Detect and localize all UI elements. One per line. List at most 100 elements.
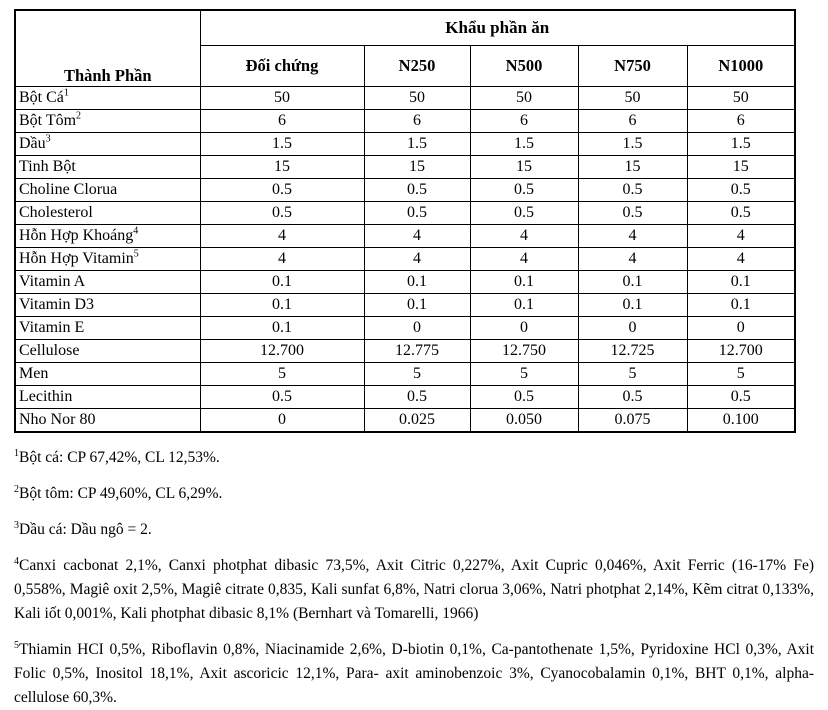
- cell-value: 0.075: [577, 408, 688, 433]
- cell-value: 4: [577, 247, 688, 271]
- table-row: Hỗn Hợp Vitamin5 4 4 4 4 4: [14, 247, 796, 271]
- cell-value: 0.1: [577, 293, 688, 317]
- cell-value: 15: [199, 155, 365, 179]
- row-label: Cholesterol: [14, 201, 201, 225]
- footnote: 1Bột cá: CP 67,42%, CL 12,53%.: [14, 446, 814, 470]
- table-row: Hỗn Hợp Khoáng4 4 4 4 4 4: [14, 224, 796, 248]
- cell-value: 0.1: [686, 293, 796, 317]
- row-label-text: Lecithin: [19, 388, 73, 405]
- table-row: Bột Cá1 50 50 50 50 50: [14, 86, 796, 110]
- footnote-text: Thiamin HCI 0,5%, Riboflavin 0,8%, Niaci…: [14, 641, 814, 706]
- row-label-text: Hỗn Hợp Khoáng: [19, 227, 134, 244]
- cell-value: 6: [199, 109, 365, 133]
- cell-value: 50: [199, 86, 365, 110]
- cell-value: 0.1: [469, 270, 579, 294]
- cell-value: 4: [469, 224, 579, 248]
- row-label-text: Bột Tôm: [19, 112, 77, 129]
- cell-value: 0.050: [469, 408, 579, 433]
- cell-value: 5: [469, 362, 579, 386]
- cell-value: 0.5: [577, 385, 688, 409]
- cell-value: 4: [199, 247, 365, 271]
- row-label: Lecithin: [14, 385, 201, 409]
- cell-value: 0.1: [199, 316, 365, 340]
- cell-value: 4: [199, 224, 365, 248]
- footnote-text: Bột cá: CP 67,42%, CL 12,53%.: [19, 449, 220, 466]
- footnote: 5Thiamin HCI 0,5%, Riboflavin 0,8%, Niac…: [14, 638, 814, 710]
- cell-value: 5: [199, 362, 365, 386]
- cell-value: 1.5: [469, 132, 579, 156]
- row-label-superscript: 5: [133, 248, 139, 260]
- table-row: Nho Nor 80 0 0.025 0.050 0.075 0.100: [14, 408, 796, 433]
- footnote-text: Dầu cá: Dầu ngô = 2.: [19, 521, 152, 538]
- cell-value: 0.5: [199, 178, 365, 202]
- cell-value: 0.5: [363, 178, 471, 202]
- cell-value: 4: [469, 247, 579, 271]
- cell-value: 1.5: [199, 132, 365, 156]
- cell-value: 6: [469, 109, 579, 133]
- row-label-text: Vitamin A: [19, 273, 86, 290]
- group-header-khau-phan-an: Khẩu phần ăn: [199, 9, 796, 46]
- cell-value: 0.5: [577, 201, 688, 225]
- group-header-row: Thành Phần Khẩu phần ăn: [14, 9, 796, 87]
- cell-value: 0.1: [577, 270, 688, 294]
- cell-value: 0.5: [363, 385, 471, 409]
- column-header-n250: N250: [363, 45, 471, 87]
- cell-value: 5: [577, 362, 688, 386]
- cell-value: 0.1: [363, 270, 471, 294]
- cell-value: 4: [686, 224, 796, 248]
- cell-value: 0.5: [577, 178, 688, 202]
- column-header-n750: N750: [577, 45, 688, 87]
- row-label-text: Men: [19, 365, 49, 382]
- cell-value: 0.1: [363, 293, 471, 317]
- table-row: Cholesterol 0.5 0.5 0.5 0.5 0.5: [14, 201, 796, 225]
- cell-value: 50: [686, 86, 796, 110]
- cell-value: 50: [469, 86, 579, 110]
- footnote-text: Bột tôm: CP 49,60%, CL 6,29%.: [19, 485, 223, 502]
- cell-value: 15: [469, 155, 579, 179]
- footnote-marker: 1: [14, 447, 19, 459]
- cell-value: 5: [686, 362, 796, 386]
- row-label: Vitamin A: [14, 270, 201, 294]
- row-label-text: Cellulose: [19, 342, 80, 359]
- row-label: Tinh Bột: [14, 155, 201, 179]
- row-label: Vitamin D3: [14, 293, 201, 317]
- cell-value: 0.1: [199, 293, 365, 317]
- cell-value: 12.700: [199, 339, 365, 363]
- table-row: Cellulose 12.700 12.775 12.750 12.725 12…: [14, 339, 796, 363]
- cell-value: 0.1: [686, 270, 796, 294]
- row-label-text: Vitamin D3: [19, 296, 95, 313]
- cell-value: 0.5: [686, 178, 796, 202]
- cell-value: 50: [577, 86, 688, 110]
- row-label-text: Choline Clorua: [19, 181, 118, 198]
- cell-value: 4: [363, 224, 471, 248]
- cell-value: 6: [686, 109, 796, 133]
- cell-value: 15: [363, 155, 471, 179]
- row-label-text: Vitamin E: [19, 319, 85, 336]
- cell-value: 6: [363, 109, 471, 133]
- row-label-text: Nho Nor 80: [19, 411, 96, 428]
- row-label: Choline Clorua: [14, 178, 201, 202]
- column-header-n500: N500: [469, 45, 579, 87]
- column-header-doi-chung: Đối chứng: [199, 45, 365, 87]
- row-label-text: Tinh Bột: [19, 158, 76, 175]
- row-label: Bột Cá1: [14, 86, 201, 110]
- cell-value: 0.5: [469, 201, 579, 225]
- cell-value: 0.1: [469, 293, 579, 317]
- cell-value: 5: [363, 362, 471, 386]
- cell-value: 0.5: [199, 385, 365, 409]
- row-label-superscript: 4: [133, 225, 139, 237]
- row-label-text: Dầu: [19, 135, 46, 152]
- cell-value: 0.5: [686, 201, 796, 225]
- row-label-superscript: 3: [45, 133, 51, 145]
- footnote-text: Canxi cacbonat 2,1%, Canxi photphat diba…: [14, 557, 814, 622]
- row-label-text: Cholesterol: [19, 204, 93, 221]
- footnote: 4Canxi cacbonat 2,1%, Canxi photphat dib…: [14, 554, 814, 626]
- table-row: Tinh Bột 15 15 15 15 15: [14, 155, 796, 179]
- table-row: Men 5 5 5 5 5: [14, 362, 796, 386]
- table-row: Bột Tôm2 6 6 6 6 6: [14, 109, 796, 133]
- column-header-n1000: N1000: [686, 45, 796, 87]
- row-label: Vitamin E: [14, 316, 201, 340]
- cell-value: 4: [363, 247, 471, 271]
- cell-value: 15: [577, 155, 688, 179]
- table-row: Vitamin A 0.1 0.1 0.1 0.1 0.1: [14, 270, 796, 294]
